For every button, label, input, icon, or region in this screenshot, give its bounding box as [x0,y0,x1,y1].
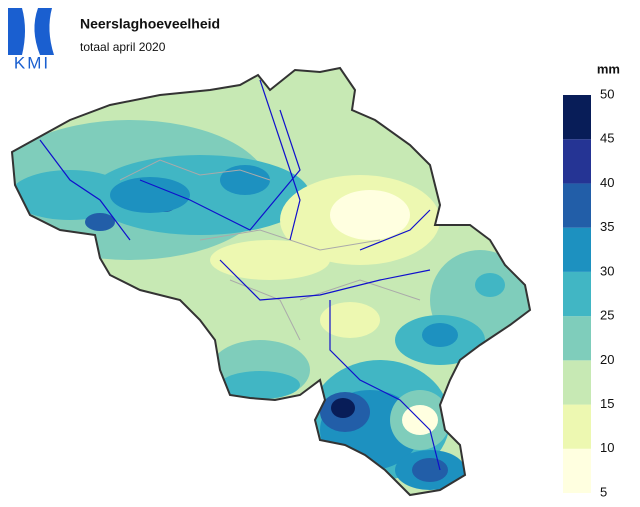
legend-tick-label: 30 [600,263,614,278]
legend: mm 5 10 15 20 25 30 35 40 45 50 [563,61,620,499]
legend-swatch [563,360,591,405]
legend-tick-label: 20 [600,352,614,367]
legend-tick-label: 45 [600,131,614,146]
legend-tick-label: 5 [600,484,607,499]
legend-swatch [563,95,591,140]
legend-tick-label: 10 [600,440,614,455]
legend-unit: mm [597,61,620,76]
legend-swatch [563,183,591,228]
logo: KMI [8,8,54,72]
map-subtitle: totaal april 2020 [80,40,166,54]
legend-tick-label: 35 [600,219,614,234]
legend-tick-label: 40 [600,175,614,190]
legend-swatch [563,316,591,361]
map-title: Neerslaghoeveelheid [80,16,220,32]
legend-swatch [563,271,591,317]
legend-swatch [563,139,591,184]
legend-swatch [563,404,591,449]
legend-tick-label: 15 [600,396,614,411]
logo-text: KMI [14,53,50,72]
legend-tick-label: 25 [600,308,614,323]
legend-swatch [563,448,591,493]
legend-swatch [563,227,591,272]
legend-tick-label: 50 [600,86,614,101]
precipitation-field [12,68,530,495]
